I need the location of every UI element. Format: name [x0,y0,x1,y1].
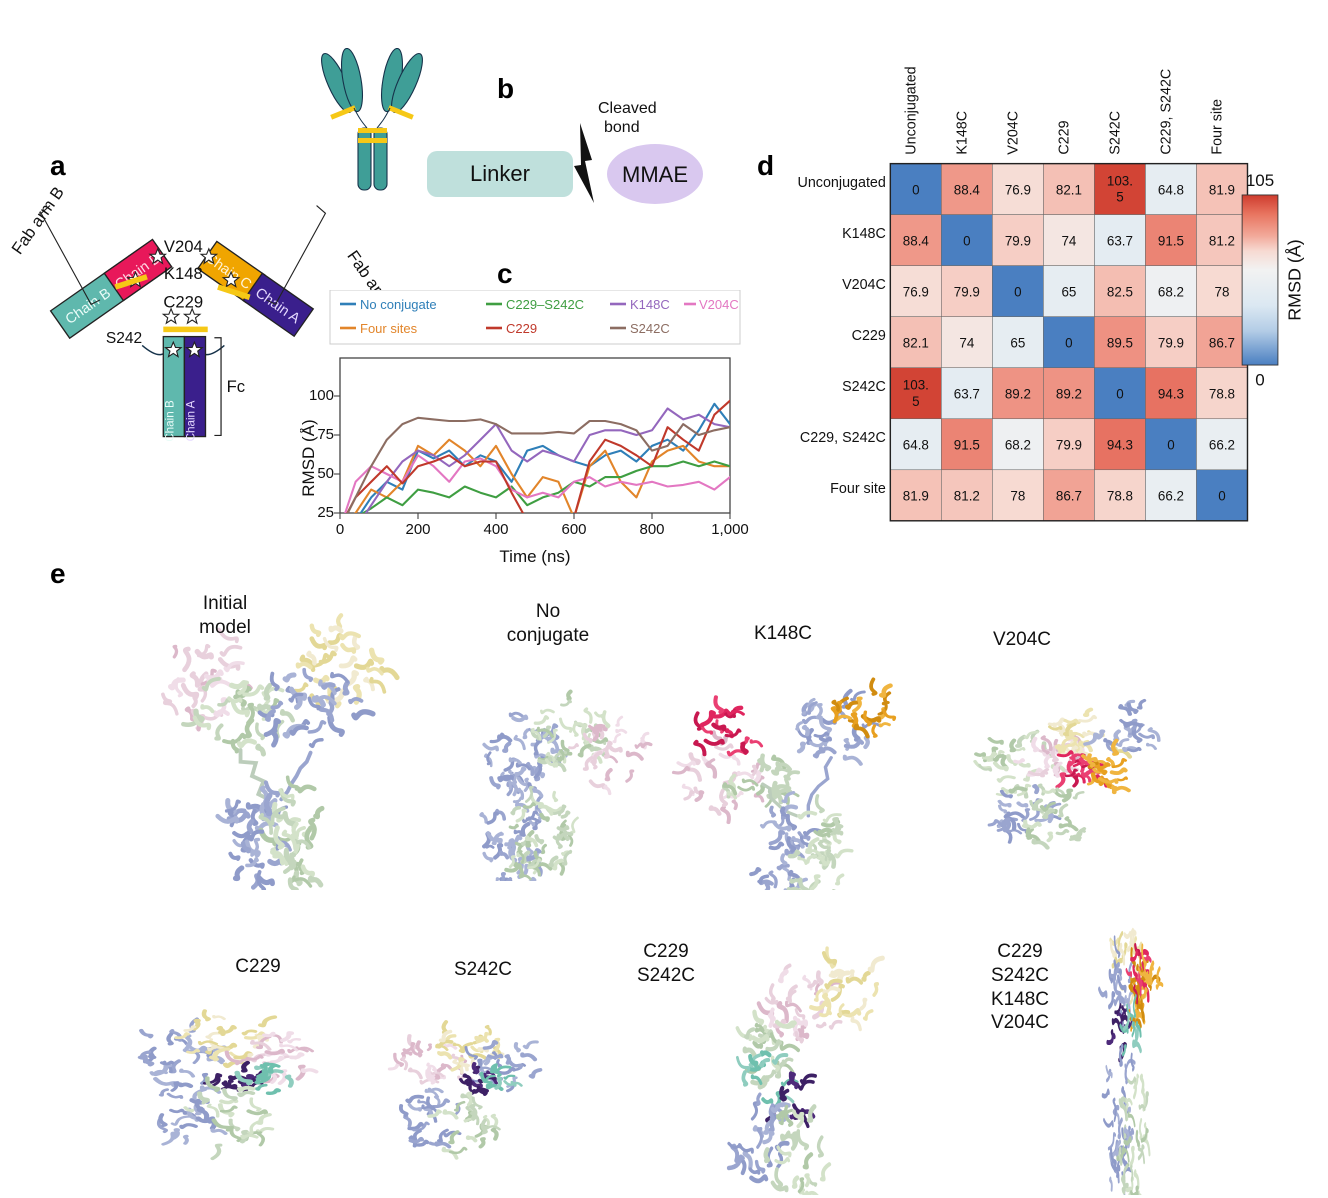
svg-text:63.7: 63.7 [1107,234,1133,249]
svg-text:0: 0 [1218,489,1225,504]
svg-text:0: 0 [912,183,919,198]
svg-text:105: 105 [1246,171,1274,190]
svg-text:86.7: 86.7 [1209,336,1235,351]
svg-text:100: 100 [309,387,334,404]
svg-text:5: 5 [1116,190,1123,205]
svg-text:Unconjugated: Unconjugated [798,175,886,191]
svg-text:V204: V204 [164,237,203,256]
svg-text:64.8: 64.8 [903,438,929,453]
svg-text:Four sites: Four sites [360,321,418,336]
svg-text:C229: C229 [1056,120,1072,154]
svg-text:25: 25 [317,504,334,521]
svg-text:200: 200 [405,521,430,538]
svg-text:76.9: 76.9 [1005,183,1031,198]
svg-text:65: 65 [1010,336,1025,351]
svg-text:79.9: 79.9 [1056,438,1082,453]
svg-text:68.2: 68.2 [1005,438,1031,453]
svg-text:89.5: 89.5 [1107,336,1133,351]
svg-text:V204C: V204C [699,297,739,312]
svg-text:RMSD (Å): RMSD (Å) [300,419,318,496]
svg-text:C229: C229 [163,293,203,312]
svg-text:S242C: S242C [1107,111,1123,155]
svg-text:88.4: 88.4 [903,234,930,249]
svg-text:C229–S242C: C229–S242C [506,297,584,312]
svg-text:74: 74 [1061,234,1076,249]
svg-text:V204C: V204C [842,277,886,293]
svg-text:S242C: S242C [842,379,886,395]
svg-text:C229, S242C: C229, S242C [1159,69,1175,155]
svg-text:0: 0 [1255,371,1264,390]
svg-text:66.2: 66.2 [1209,438,1235,453]
svg-text:0: 0 [1167,438,1174,453]
svg-text:94.3: 94.3 [1107,438,1133,453]
svg-text:86.7: 86.7 [1056,489,1082,504]
svg-text:0: 0 [1065,336,1072,351]
svg-text:81.2: 81.2 [954,489,980,504]
svg-text:600: 600 [561,521,586,538]
svg-text:103.: 103. [1107,174,1133,189]
svg-text:S242: S242 [106,330,142,347]
svg-text:Four site: Four site [1210,99,1226,155]
svg-text:0: 0 [336,521,344,538]
svg-text:Cleaved: Cleaved [598,100,657,117]
svg-text:800: 800 [639,521,664,538]
svg-text:C229: C229 [506,321,537,336]
svg-text:0: 0 [963,234,970,249]
svg-text:94.3: 94.3 [1158,387,1184,402]
svg-text:bond: bond [604,119,640,136]
svg-text:91.5: 91.5 [1158,234,1184,249]
svg-text:Chain A: Chain A [184,400,197,441]
svg-text:Fc: Fc [227,377,246,396]
svg-text:81.2: 81.2 [1209,234,1235,249]
svg-text:Chain B: Chain B [163,400,176,441]
svg-text:MMAE: MMAE [622,162,688,187]
svg-text:V204C: V204C [1005,111,1021,155]
svg-text:103.: 103. [903,378,929,393]
svg-text:81.9: 81.9 [1209,183,1235,198]
svg-text:79.9: 79.9 [1005,234,1031,249]
svg-text:RMSD (Å): RMSD (Å) [1284,239,1304,321]
svg-text:78: 78 [1215,285,1230,300]
svg-text:89.2: 89.2 [1056,387,1082,402]
svg-text:Unconjugated: Unconjugated [903,66,919,154]
svg-text:82.1: 82.1 [1056,183,1082,198]
svg-text:81.9: 81.9 [903,489,929,504]
svg-text:66.2: 66.2 [1158,489,1184,504]
svg-text:78.8: 78.8 [1209,387,1235,402]
svg-text:91.5: 91.5 [954,438,980,453]
svg-text:0: 0 [1116,387,1123,402]
svg-text:74: 74 [959,336,974,351]
svg-text:K148C: K148C [630,297,670,312]
svg-text:78: 78 [1010,489,1025,504]
svg-text:Four site: Four site [830,481,886,497]
svg-text:C229, S242C: C229, S242C [800,430,886,446]
svg-text:82.5: 82.5 [1107,285,1133,300]
svg-text:88.4: 88.4 [954,183,981,198]
svg-text:79.9: 79.9 [954,285,980,300]
svg-text:C229: C229 [852,328,886,344]
svg-text:5: 5 [912,394,919,409]
svg-text:K148C: K148C [954,111,970,155]
svg-text:Linker: Linker [470,161,530,186]
svg-text:68.2: 68.2 [1158,285,1184,300]
svg-text:Time (ns): Time (ns) [499,547,570,566]
svg-text:No conjugate: No conjugate [360,297,437,312]
svg-text:0: 0 [1014,285,1021,300]
svg-text:89.2: 89.2 [1005,387,1031,402]
svg-text:400: 400 [483,521,508,538]
svg-text:K148: K148 [164,264,203,283]
svg-text:78.8: 78.8 [1107,489,1133,504]
svg-text:64.8: 64.8 [1158,183,1184,198]
svg-text:75: 75 [317,426,334,443]
svg-text:79.9: 79.9 [1158,336,1184,351]
svg-text:76.9: 76.9 [903,285,929,300]
svg-text:65: 65 [1061,285,1076,300]
svg-text:S242C: S242C [630,321,670,336]
svg-text:82.1: 82.1 [903,336,929,351]
svg-text:63.7: 63.7 [954,387,980,402]
svg-text:50: 50 [317,465,334,482]
svg-text:1,000: 1,000 [711,521,749,538]
svg-text:K148C: K148C [842,226,886,242]
